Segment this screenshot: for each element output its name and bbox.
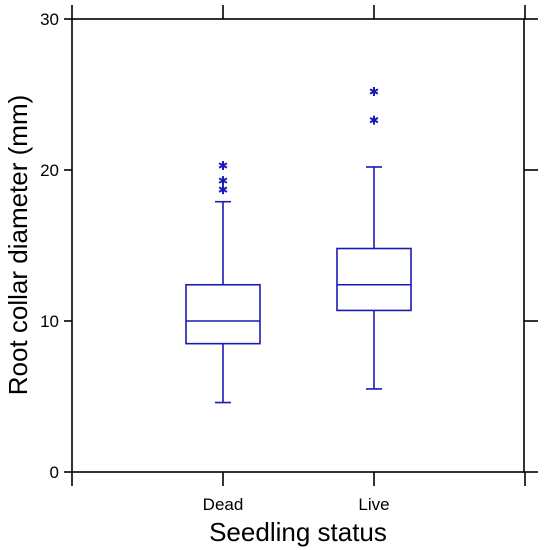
y-tick-label: 10 [40,312,59,331]
outlier-marker [218,160,228,170]
y-axis-title: Root collar diameter (mm) [3,95,33,396]
box-dead [185,160,261,404]
x-axis-title: Seedling status [209,517,387,547]
x-category-label: Live [358,495,389,514]
outlier-marker [369,115,379,125]
iqr-box [336,247,412,312]
iqr-box [185,283,261,345]
y-tick-label: 20 [40,161,59,180]
outlier-marker [218,176,228,186]
box-live [336,86,412,390]
x-axis: Dead Live [71,5,526,514]
outlier-marker [218,185,228,195]
outlier-marker [369,86,379,96]
y-tick-label: 0 [50,463,59,482]
y-tick-label: 30 [40,10,59,29]
y-axis: 0 10 20 30 [40,10,538,482]
plot-frame [71,18,525,473]
boxes-group [185,86,412,404]
x-category-label: Dead [203,495,244,514]
